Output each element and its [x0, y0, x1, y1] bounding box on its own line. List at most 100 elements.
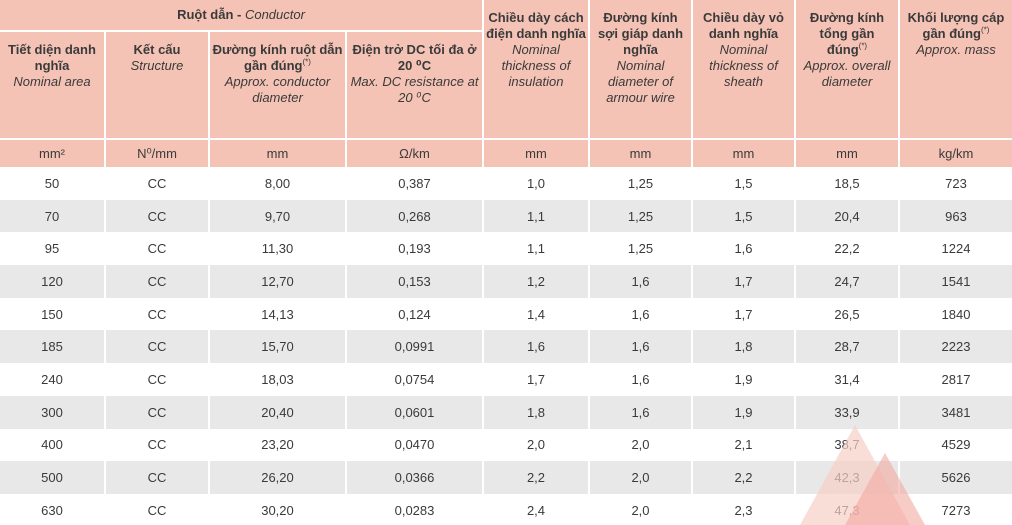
table-cell: 38,7	[794, 428, 899, 462]
table-cell: 5626	[898, 461, 1012, 494]
table-cell: CC	[104, 167, 209, 200]
table-cell: 2817	[898, 363, 1012, 396]
table-cell: 9,70	[208, 199, 346, 233]
table-cell: 2,2	[691, 461, 795, 494]
table-cell: 1224	[898, 232, 1012, 266]
table-row: 500 CC 26,20 0,0366 2,2 2,0 2,2 42,3 5626	[0, 461, 1012, 494]
table-cell: 11,30	[208, 232, 346, 266]
table-cell: 1,7	[691, 265, 795, 298]
table-cell: 300	[0, 395, 105, 429]
table-row: 630 CC 30,20 0,0283 2,4 2,0 2,3 47,3 7273	[0, 493, 1012, 525]
conductor-group-header: Ruột dẫn - Conductor	[0, 0, 483, 32]
table-cell: 26,20	[208, 461, 346, 494]
table-cell: 0,193	[345, 232, 483, 266]
table-cell: 47,3	[794, 493, 899, 525]
header-mass: Khối lượng cáp gần đúng(*) Approx. mass	[898, 0, 1012, 140]
table-cell: 120	[0, 265, 105, 298]
unit-cell: mm	[208, 139, 346, 167]
table-cell: 1,6	[588, 330, 692, 364]
unit-cell: mm	[482, 139, 589, 167]
table-cell: 0,124	[345, 297, 483, 331]
table-cell: 2,0	[588, 493, 692, 525]
table-cell: 0,0991	[345, 330, 483, 364]
table-cell: 12,70	[208, 265, 346, 298]
table-row: 240 CC 18,03 0,0754 1,7 1,6 1,9 31,4 2817	[0, 363, 1012, 396]
table-cell: 0,0366	[345, 461, 483, 494]
table-cell: 963	[898, 199, 1012, 233]
table-cell: 1,0	[482, 167, 589, 200]
unit-cell: N⁰/mm	[104, 139, 209, 167]
table-cell: 1,8	[691, 330, 795, 364]
header-nominal-area: Tiết diện danh nghĩa Nominal area	[0, 31, 105, 140]
table-cell: 1,6	[588, 297, 692, 331]
table-cell: 14,13	[208, 297, 346, 331]
table-cell: 18,03	[208, 363, 346, 396]
table-cell: 33,9	[794, 395, 899, 429]
unit-cell: mm	[588, 139, 692, 167]
table-cell: 1,6	[588, 265, 692, 298]
header-conductor-diameter: Đường kính ruột dẫn gần đúng(*) Approx. c…	[208, 31, 346, 140]
table-cell: 1,1	[482, 199, 589, 233]
table-cell: 8,00	[208, 167, 346, 200]
unit-cell: kg/km	[898, 139, 1012, 167]
table-cell: 1,9	[691, 395, 795, 429]
table-cell: 30,20	[208, 493, 346, 525]
table-cell: 20,4	[794, 199, 899, 233]
table-cell: CC	[104, 461, 209, 494]
table-row: 400 CC 23,20 0,0470 2,0 2,0 2,1 38,7 4529	[0, 428, 1012, 462]
table-cell: 1,6	[588, 395, 692, 429]
table-header: Ruột dẫn - Conductor Chiều dày cách điện…	[0, 0, 1012, 167]
header-armour: Đường kính sợi giáp danh nghĩa Nominal di…	[588, 0, 692, 140]
table-cell: 2223	[898, 330, 1012, 364]
table-cell: 20,40	[208, 395, 346, 429]
table-cell: 1,4	[482, 297, 589, 331]
table-cell: 1,7	[691, 297, 795, 331]
table-cell: 1,5	[691, 167, 795, 200]
table-cell: 0,268	[345, 199, 483, 233]
table-cell: 95	[0, 232, 105, 266]
table-row: 50 CC 8,00 0,387 1,0 1,25 1,5 18,5 723	[0, 167, 1012, 200]
table-row: 70 CC 9,70 0,268 1,1 1,25 1,5 20,4 963	[0, 199, 1012, 233]
table-cell: 1,6	[691, 232, 795, 266]
table-cell: 723	[898, 167, 1012, 200]
table-cell: 2,0	[588, 428, 692, 462]
table-row: 95 CC 11,30 0,193 1,1 1,25 1,6 22,2 1224	[0, 232, 1012, 266]
table-cell: 0,0754	[345, 363, 483, 396]
header-overall-diameter: Đường kính tổng gần đúng(*) Approx. overa…	[794, 0, 899, 140]
table-cell: 500	[0, 461, 105, 494]
table-cell: 24,7	[794, 265, 899, 298]
table-cell: CC	[104, 428, 209, 462]
table-row: 300 CC 20,40 0,0601 1,8 1,6 1,9 33,9 3481	[0, 395, 1012, 429]
table-cell: 1,25	[588, 199, 692, 233]
table-cell: 7273	[898, 493, 1012, 525]
table-cell: 18,5	[794, 167, 899, 200]
table-cell: 2,2	[482, 461, 589, 494]
table-cell: 1,6	[482, 330, 589, 364]
table-cell: 0,387	[345, 167, 483, 200]
unit-cell: mm	[691, 139, 795, 167]
units-row: mm² N⁰/mm mm Ω/km mm mm mm mm kg/km	[0, 139, 1012, 167]
table-cell: 400	[0, 428, 105, 462]
table-cell: 23,20	[208, 428, 346, 462]
table-cell: 26,5	[794, 297, 899, 331]
table-cell: CC	[104, 199, 209, 233]
table-cell: 15,70	[208, 330, 346, 364]
table-cell: 630	[0, 493, 105, 525]
table-cell: 1,25	[588, 167, 692, 200]
table-cell: 70	[0, 199, 105, 233]
table-row: 150 CC 14,13 0,124 1,4 1,6 1,7 26,5 1840	[0, 297, 1012, 331]
table-cell: 0,0470	[345, 428, 483, 462]
table-cell: CC	[104, 330, 209, 364]
table-cell: 1,25	[588, 232, 692, 266]
table-cell: 185	[0, 330, 105, 364]
table-cell: 2,3	[691, 493, 795, 525]
table-cell: 150	[0, 297, 105, 331]
table-cell: CC	[104, 232, 209, 266]
unit-cell: Ω/km	[345, 139, 483, 167]
table-cell: 4529	[898, 428, 1012, 462]
table-cell: 0,0601	[345, 395, 483, 429]
table-cell: 22,2	[794, 232, 899, 266]
table-body: 50 CC 8,00 0,387 1,0 1,25 1,5 18,5 723 70 CC 9,70 0,…	[0, 167, 1012, 525]
